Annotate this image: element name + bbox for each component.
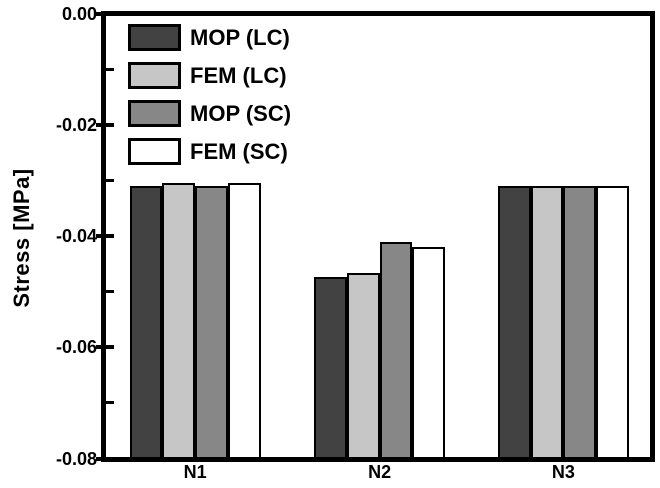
legend-item: FEM (SC) bbox=[128, 138, 291, 165]
y-major-tick bbox=[96, 345, 114, 350]
bar-n1-fem-lc bbox=[162, 183, 196, 461]
x-tick-label-n1: N1 bbox=[183, 462, 207, 482]
bar-n2-mop-lc bbox=[314, 276, 347, 461]
bar-n2-mop-sc bbox=[379, 241, 413, 461]
legend-label: FEM (SC) bbox=[190, 139, 288, 164]
bar-n3-fem-sc bbox=[596, 185, 629, 461]
legend-label: FEM (LC) bbox=[190, 63, 287, 88]
y-tick-label: -0.08 bbox=[55, 448, 97, 469]
y-tick-label: -0.04 bbox=[55, 226, 97, 246]
y-tick-label: -0.06 bbox=[55, 337, 97, 358]
y-tick-label: 0.00 bbox=[61, 3, 97, 24]
legend-label: MOP (LC) bbox=[190, 25, 290, 50]
y-minor-tick bbox=[105, 67, 114, 71]
legend-item: MOP (LC) bbox=[128, 24, 291, 51]
bar-n3-mop-sc bbox=[563, 185, 597, 461]
legend-label: MOP (SC) bbox=[190, 101, 292, 126]
bar-n1-fem-sc bbox=[227, 183, 261, 461]
bar-n1-mop-lc bbox=[129, 185, 163, 461]
y-major-tick bbox=[96, 456, 114, 461]
bar-n2-fem-sc bbox=[412, 247, 446, 461]
y-major-tick bbox=[96, 234, 114, 238]
y-major-tick bbox=[96, 122, 114, 127]
legend-swatch-mop-lc bbox=[128, 24, 181, 51]
legend-swatch-fem-lc bbox=[128, 62, 181, 89]
legend-item: MOP (SC) bbox=[128, 100, 291, 127]
y-minor-tick bbox=[105, 401, 114, 405]
bar-n2-fem-lc bbox=[346, 273, 380, 461]
legend: MOP (LC) FEM (LC) MOP (SC) FEM (SC) bbox=[128, 24, 291, 176]
bar-n1-mop-sc bbox=[195, 185, 228, 461]
y-minor-tick bbox=[105, 178, 114, 182]
legend-swatch-mop-sc bbox=[128, 100, 181, 127]
x-tick-label-n2: N2 bbox=[368, 462, 392, 482]
y-major-tick bbox=[96, 11, 114, 16]
y-tick-label: -0.02 bbox=[55, 114, 97, 135]
bar-n3-mop-lc bbox=[497, 185, 531, 461]
legend-swatch-fem-sc bbox=[128, 138, 181, 165]
bar-n3-fem-lc bbox=[530, 185, 564, 461]
legend-item: FEM (LC) bbox=[128, 62, 291, 89]
x-tick-label-n3: N3 bbox=[551, 462, 575, 482]
y-minor-tick bbox=[105, 290, 114, 294]
